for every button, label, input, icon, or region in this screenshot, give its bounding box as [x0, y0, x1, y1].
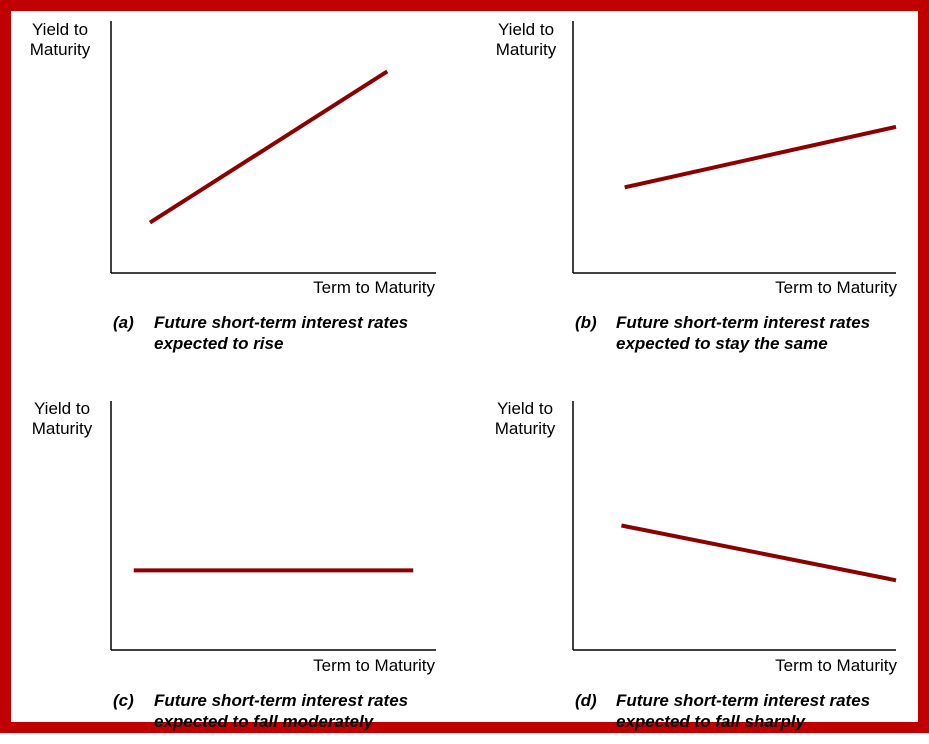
yield-curve-line: [624, 124, 897, 190]
caption-line-2: expected to fall moderately: [154, 712, 374, 731]
caption-line-1: Future short-term interest rates: [616, 313, 871, 332]
plot-b: [572, 21, 897, 274]
caption-line-2: expected to fall sharply: [616, 712, 805, 731]
yield-curve-line: [148, 69, 389, 225]
caption-tag: (c): [113, 691, 134, 710]
plot-d: [572, 401, 897, 651]
caption-text: Future short-term interest rates expecte…: [616, 312, 870, 354]
caption-line-2: expected to stay the same: [616, 334, 828, 353]
caption-text: Future short-term interest rates expecte…: [154, 690, 408, 732]
y-axis-label: Yield to Maturity: [29, 20, 91, 59]
x-axis-label: Term to Maturity: [313, 278, 435, 297]
caption-line-1: Future short-term interest rates: [154, 313, 409, 332]
panel-b: Yield to Maturity Term to Maturity (b) F…: [11, 11, 929, 376]
caption-text: Future short-term interest rates expecte…: [154, 312, 408, 354]
panel-c: Yield to Maturity Term to Maturity (c) F…: [11, 11, 476, 744]
plot-c: [110, 401, 436, 651]
yield-curve-line: [621, 523, 897, 583]
caption-text: Future short-term interest rates expecte…: [616, 690, 870, 732]
caption-tag: (a): [113, 313, 134, 332]
caption-line-1: Future short-term interest rates: [154, 691, 409, 710]
caption-tag: (d): [575, 691, 597, 710]
caption-tag: (b): [575, 313, 597, 332]
y-axis-label: Yield to Maturity: [494, 399, 556, 438]
x-axis-label: Term to Maturity: [775, 278, 897, 297]
x-axis-label: Term to Maturity: [313, 656, 435, 675]
y-axis-label: Yield to Maturity: [495, 20, 557, 59]
caption-line-2: expected to rise: [154, 334, 284, 353]
y-axis-label: Yield to Maturity: [31, 399, 93, 438]
panel-a: Yield to Maturity Term to Maturity (a) F…: [11, 11, 476, 376]
plot-a: [110, 21, 436, 274]
caption-line-1: Future short-term interest rates: [616, 691, 871, 710]
x-axis-label: Term to Maturity: [775, 656, 897, 675]
panel-d: Yield to Maturity Term to Maturity (d) F…: [11, 11, 929, 744]
